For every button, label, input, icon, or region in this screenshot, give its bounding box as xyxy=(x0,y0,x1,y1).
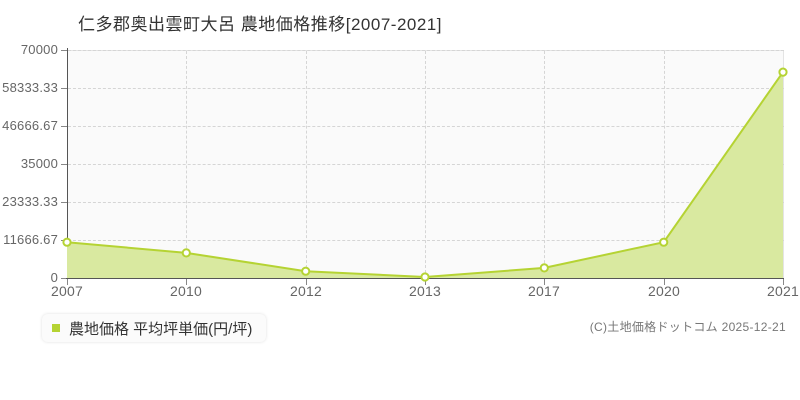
y-axis-label: 23333.33 xyxy=(2,194,58,209)
horizontal-gridline xyxy=(68,50,784,51)
x-axis-label: 2021 xyxy=(767,283,799,299)
y-axis-tick xyxy=(61,50,68,51)
legend-color-swatch xyxy=(52,324,60,332)
horizontal-gridline xyxy=(68,240,784,241)
x-axis-tick xyxy=(783,279,784,285)
y-axis-tick xyxy=(61,88,68,89)
data-point-marker[interactable] xyxy=(659,237,669,247)
x-axis-tick xyxy=(544,279,545,285)
y-axis-label: 0 xyxy=(50,270,58,285)
y-axis-label: 58333.33 xyxy=(2,80,58,95)
y-axis-tick xyxy=(61,126,68,127)
page-title: 仁多郡奥出雲町大呂 農地価格推移[2007-2021] xyxy=(78,15,442,34)
y-axis-label: 46666.67 xyxy=(2,118,58,133)
vertical-gridline xyxy=(306,51,307,278)
vertical-gridline xyxy=(544,51,545,278)
y-axis-line xyxy=(67,48,68,279)
legend-item-label: 農地価格 平均坪単価(円/坪) xyxy=(69,320,253,338)
y-axis-tick xyxy=(61,164,68,165)
horizontal-gridline xyxy=(68,126,784,127)
x-axis-label: 2020 xyxy=(648,283,680,299)
chart-legend[interactable]: 農地価格 平均坪単価(円/坪) xyxy=(42,314,267,342)
vertical-gridline xyxy=(664,51,665,278)
x-axis-tick xyxy=(425,279,426,285)
x-axis-label: 2012 xyxy=(290,283,322,299)
data-point-marker[interactable] xyxy=(301,266,311,276)
series-markers xyxy=(62,67,788,282)
vertical-gridline xyxy=(425,51,426,278)
area-fill xyxy=(67,72,783,278)
x-axis-label: 2010 xyxy=(170,283,202,299)
x-axis-tick xyxy=(306,279,307,285)
x-axis-label: 2013 xyxy=(409,283,441,299)
y-axis-tick xyxy=(61,278,68,279)
data-point-marker[interactable] xyxy=(420,272,430,282)
horizontal-gridline xyxy=(68,164,784,165)
x-axis-tick xyxy=(664,279,665,285)
x-axis-label: 2007 xyxy=(51,283,83,299)
data-point-marker[interactable] xyxy=(181,248,191,258)
x-axis-label: 2017 xyxy=(528,283,560,299)
y-axis-label: 35000 xyxy=(20,156,58,171)
data-point-marker[interactable] xyxy=(778,67,788,77)
vertical-gridline xyxy=(186,51,187,278)
y-axis-tick xyxy=(61,202,68,203)
y-axis-label: 11666.67 xyxy=(3,232,58,247)
horizontal-gridline xyxy=(68,88,784,89)
x-axis-tick xyxy=(186,279,187,285)
x-axis-tick xyxy=(67,279,68,285)
copyright-credit: (C)土地価格ドットコム 2025-12-21 xyxy=(589,320,786,334)
data-point-marker[interactable] xyxy=(62,237,72,247)
y-axis-label: 70000 xyxy=(20,42,58,57)
horizontal-gridline xyxy=(68,202,784,203)
data-point-marker[interactable] xyxy=(539,263,549,273)
